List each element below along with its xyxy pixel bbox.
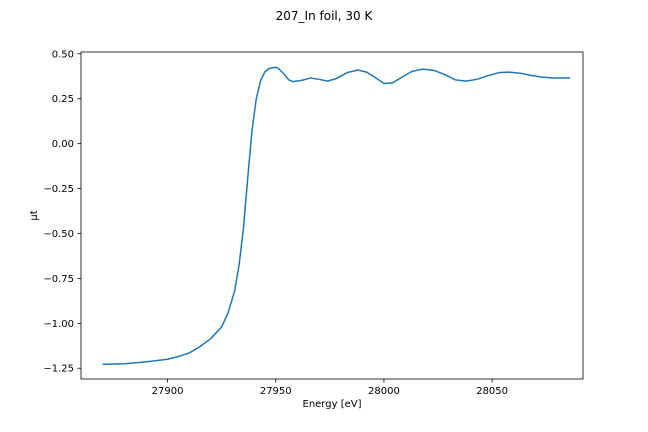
x-tick-label: 28050 xyxy=(476,386,508,397)
plot-frame xyxy=(80,51,584,380)
x-tick-label: 27900 xyxy=(152,386,184,397)
chart-title: 207_In foil, 30 K xyxy=(276,9,374,23)
series-group xyxy=(102,66,571,366)
y-axis-label: μt xyxy=(29,210,40,220)
y-tick-label: 0.00 xyxy=(52,139,74,150)
series-line xyxy=(102,66,571,366)
x-tick-label: 28000 xyxy=(368,386,400,397)
plot-area xyxy=(81,52,583,379)
y-tick-label: −1.00 xyxy=(43,319,74,330)
y-tick-label: 0.50 xyxy=(52,49,74,60)
y-tick-label: −0.75 xyxy=(43,274,74,285)
y-tick-label: −1.25 xyxy=(43,364,74,375)
x-axis-label: Energy [eV] xyxy=(303,399,362,410)
y-tick-label: −0.50 xyxy=(43,229,74,240)
y-tick-label: −0.25 xyxy=(43,184,74,195)
x-tick-label: 27950 xyxy=(260,386,292,397)
y-tick-label: 0.25 xyxy=(52,94,74,105)
x-axis-ticks: 27900 27950 28000 28050 xyxy=(152,379,508,397)
y-axis-ticks: 0.50 0.25 0.00 −0.25 −0.50 −0.75 −1.00 −1.25 xyxy=(43,49,81,375)
